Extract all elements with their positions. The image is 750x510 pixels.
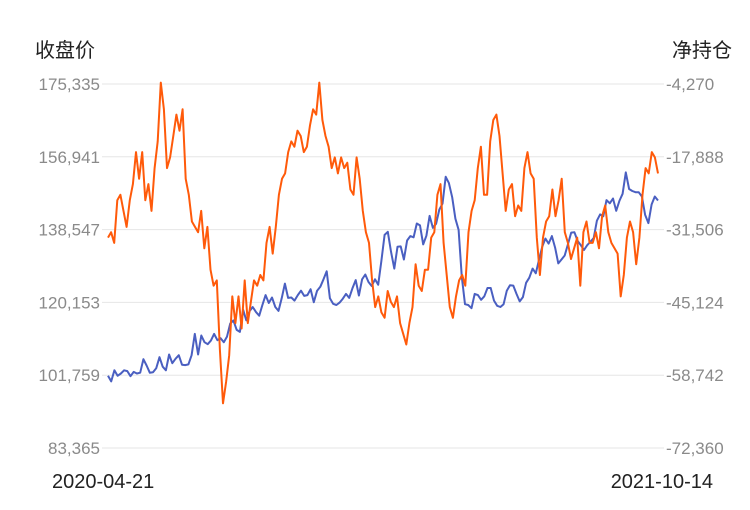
right-tick-label: -45,124 <box>666 293 724 312</box>
right-tick-label: -4,270 <box>666 75 714 94</box>
net-position-line <box>107 81 659 405</box>
right-tick-label: -17,888 <box>666 148 724 167</box>
right-tick-label: -72,360 <box>666 439 724 458</box>
left-tick-label: 156,941 <box>39 148 100 167</box>
close-price-line <box>107 171 659 383</box>
left-tick-label: 83,365 <box>48 439 100 458</box>
left-tick-label: 138,547 <box>39 221 100 240</box>
right-tick-label: -31,506 <box>666 221 724 240</box>
x-end-label: 2021-10-14 <box>611 471 713 493</box>
left-tick-label: 175,335 <box>39 75 100 94</box>
left-tick-label: 101,759 <box>39 366 100 385</box>
left-axis-title: 收盘价 <box>35 38 95 62</box>
right-axis-title: 净持仓 <box>672 38 732 62</box>
x-start-label: 2020-04-21 <box>52 471 154 493</box>
left-tick-label: 120,153 <box>39 293 100 312</box>
right-tick-label: -58,742 <box>666 366 724 385</box>
